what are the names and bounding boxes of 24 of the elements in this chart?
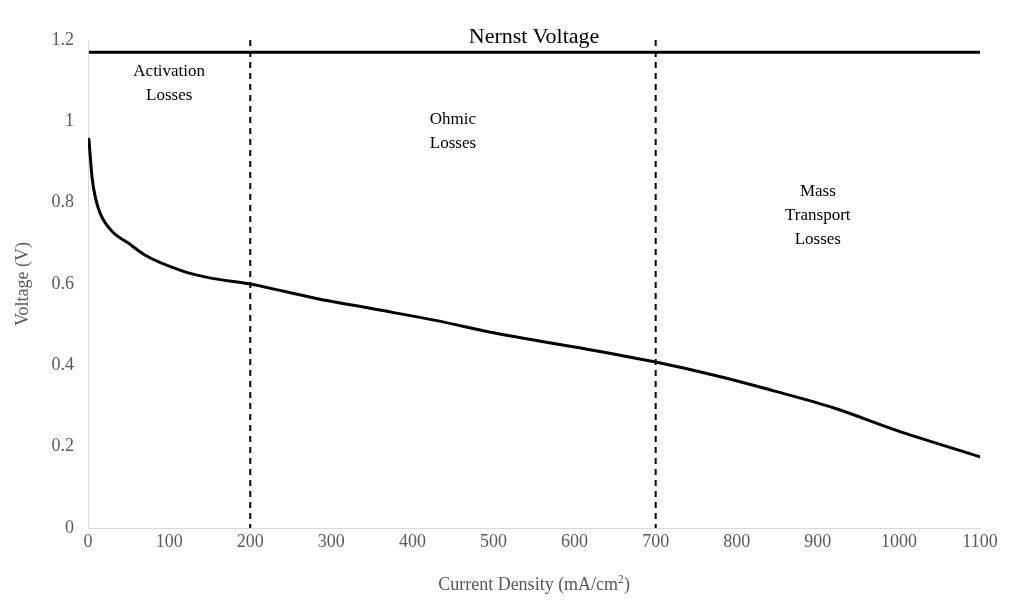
x-tick-label: 0: [83, 530, 93, 551]
x-tick-label: 1000: [880, 530, 917, 551]
y-tick-label: 0: [65, 516, 75, 537]
x-tick-label: 500: [480, 530, 508, 551]
y-tick-label: 0.6: [51, 272, 75, 293]
x-tick-label: 400: [398, 530, 426, 551]
x-tick-label: 1100: [962, 530, 998, 551]
y-tick-label: 1: [65, 110, 75, 131]
y-tick-label: 0.2: [51, 435, 75, 456]
x-tick-label: 800: [723, 530, 751, 551]
x-tick-label: 200: [236, 530, 264, 551]
x-tick-label: 300: [317, 530, 345, 551]
annotation: Mass Transport Losses: [785, 181, 851, 249]
y-axis-title: Voltage (V): [11, 241, 33, 327]
y-tick-label: 1.2: [51, 28, 75, 49]
x-tick-label: 100: [155, 530, 183, 551]
y-tick-label: 0.8: [51, 191, 75, 212]
annotation: Activation Losses: [133, 61, 206, 105]
x-tick-label: 700: [642, 530, 670, 551]
ref-line-label: Nernst Voltage: [468, 22, 600, 48]
y-tick-label: 0.4: [51, 354, 75, 375]
annotation: Ohmic Losses: [429, 109, 477, 153]
x-tick-label: 600: [561, 530, 589, 551]
x-tick-label: 900: [804, 530, 832, 551]
